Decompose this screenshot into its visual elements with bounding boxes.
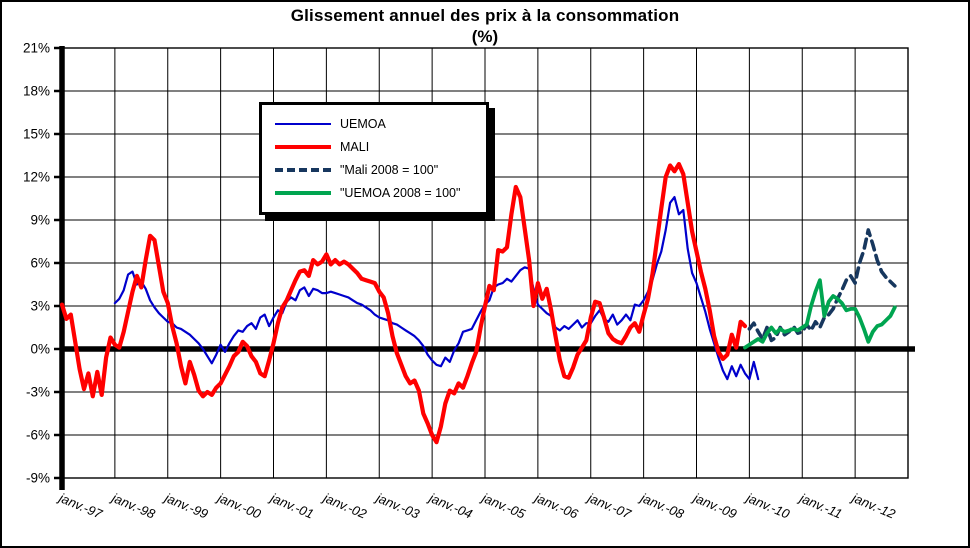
legend-label-mali: MALI: [340, 139, 370, 154]
y-axis-label: 6%: [30, 256, 50, 271]
y-axis-label: 3%: [30, 299, 50, 314]
x-axis-label: janv.-00: [214, 489, 264, 522]
legend-item-mali-2008: "Mali 2008 = 100": [275, 158, 486, 181]
legend-label-uemoa-2008: "UEMOA 2008 = 100": [340, 185, 461, 200]
x-axis-label: janv.-98: [108, 489, 158, 522]
legend-label-mali-2008: "Mali 2008 = 100": [340, 162, 439, 177]
y-axis-label: 12%: [23, 170, 50, 185]
x-axis-label: janv.-99: [161, 489, 210, 521]
y-axis-label: -6%: [26, 428, 50, 443]
x-axis-label: janv.-11: [796, 490, 845, 522]
y-axis-label: 9%: [30, 213, 50, 228]
x-axis-label: janv.-01: [267, 489, 316, 521]
y-axis-label: 18%: [23, 84, 50, 99]
y-axis-label: 0%: [30, 342, 50, 357]
x-axis-label: janv.-08: [637, 489, 687, 522]
legend-item-uemoa: UEMOA: [275, 112, 486, 135]
x-axis-label: janv.-09: [690, 489, 739, 521]
x-axis-label: janv.-05: [478, 489, 528, 522]
legend-box: UEMOA MALI "Mali 2008 = 100" "UEMOA 2008…: [259, 102, 489, 215]
series-line-uemoa: [113, 196, 760, 381]
y-axis-label: 21%: [23, 41, 50, 56]
legend-item-uemoa-2008: "UEMOA 2008 = 100": [275, 181, 486, 204]
x-axis-label: janv.-10: [743, 489, 793, 522]
y-axis-label: 15%: [23, 127, 50, 142]
x-axis-label: janv.-07: [584, 489, 634, 522]
legend-label-uemoa: UEMOA: [340, 116, 386, 131]
series-line-mali: [59, 162, 748, 445]
legend-line-sample-uemoa-2008: [275, 190, 331, 195]
legend-item-mali: MALI: [275, 135, 486, 158]
series-line-uemoa-2008-100: [743, 278, 897, 350]
legend-line-sample-uemoa: [275, 122, 331, 125]
x-axis-label: janv.-06: [531, 489, 581, 522]
x-axis-label: janv.-02: [320, 489, 370, 522]
y-axis-label: -9%: [26, 471, 50, 486]
y-axis-label: -3%: [26, 385, 50, 400]
series-line-mali-2008-100: [747, 228, 897, 343]
x-axis-label: janv.-04: [425, 489, 474, 521]
x-axis-label: janv.-03: [372, 489, 422, 522]
x-axis-label: janv.-97: [55, 489, 105, 522]
legend-line-sample-mali: [275, 144, 331, 149]
x-axis-label: janv.-12: [848, 489, 898, 522]
legend-line-sample-mali-2008: [275, 167, 331, 172]
